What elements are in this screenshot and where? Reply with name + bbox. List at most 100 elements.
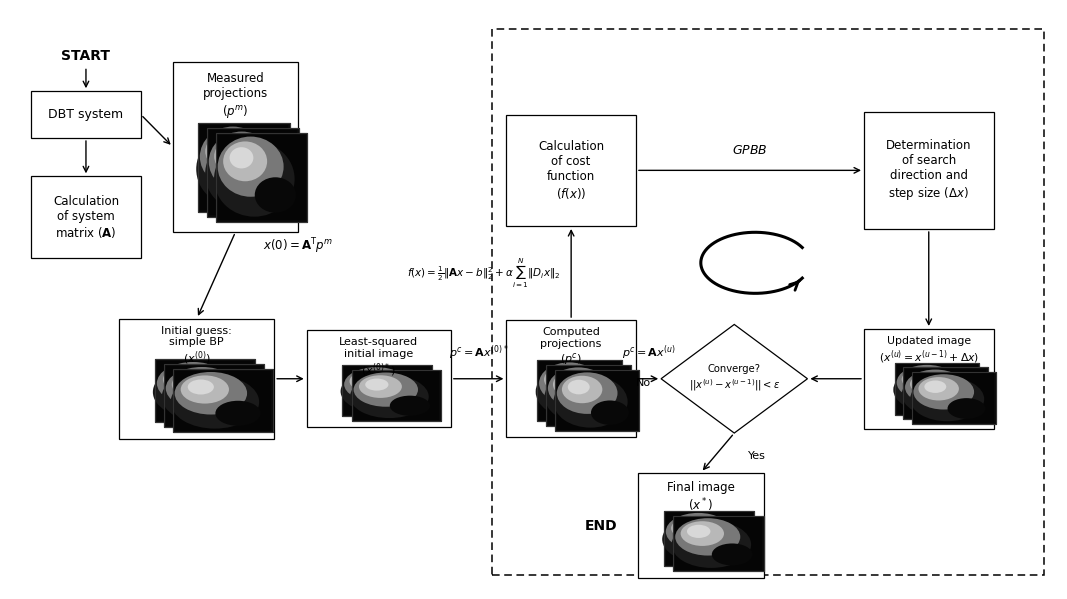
FancyBboxPatch shape — [546, 365, 631, 426]
Ellipse shape — [389, 396, 430, 416]
Ellipse shape — [197, 391, 243, 416]
Text: $f(x) = \frac{1}{2}\|\mathbf{A}x - b\|_2^2 + \alpha\sum_{i=1}^{N}\|D_i x\|_2$: $f(x) = \frac{1}{2}\|\mathbf{A}x - b\|_2… — [408, 256, 560, 290]
FancyBboxPatch shape — [173, 370, 273, 432]
Text: Initial guess:
simple BP
($x^{(0)}$): Initial guess: simple BP ($x^{(0)}$) — [161, 326, 233, 367]
Ellipse shape — [939, 394, 977, 414]
Ellipse shape — [544, 371, 619, 423]
FancyBboxPatch shape — [31, 176, 141, 258]
FancyBboxPatch shape — [538, 360, 622, 421]
Text: $p^c = \mathbf{A}x^{(0)*}$: $p^c = \mathbf{A}x^{(0)*}$ — [449, 344, 509, 362]
Ellipse shape — [553, 371, 593, 398]
Ellipse shape — [218, 137, 284, 196]
Ellipse shape — [350, 375, 429, 418]
Ellipse shape — [205, 137, 286, 211]
Ellipse shape — [902, 368, 942, 391]
Ellipse shape — [573, 391, 611, 415]
Ellipse shape — [550, 370, 572, 385]
Ellipse shape — [245, 173, 287, 208]
Ellipse shape — [919, 377, 959, 401]
FancyBboxPatch shape — [864, 329, 993, 429]
Ellipse shape — [171, 376, 259, 429]
FancyBboxPatch shape — [539, 361, 620, 420]
Ellipse shape — [678, 519, 701, 533]
Ellipse shape — [365, 379, 388, 391]
Text: $x(0) = \mathbf{A}^\mathrm{T}p^m$: $x(0) = \mathbf{A}^\mathrm{T}p^m$ — [262, 237, 334, 256]
Text: Calculation
of system
matrix ($\mathbf{A}$): Calculation of system matrix ($\mathbf{A… — [53, 195, 120, 240]
Ellipse shape — [157, 362, 229, 404]
Ellipse shape — [223, 141, 267, 181]
Ellipse shape — [165, 367, 238, 410]
Ellipse shape — [355, 373, 379, 385]
Ellipse shape — [666, 513, 731, 550]
Ellipse shape — [172, 370, 220, 398]
Ellipse shape — [353, 373, 418, 407]
FancyBboxPatch shape — [163, 364, 265, 427]
Ellipse shape — [583, 395, 620, 420]
Ellipse shape — [207, 396, 252, 421]
Ellipse shape — [359, 375, 402, 398]
Ellipse shape — [175, 372, 248, 415]
FancyBboxPatch shape — [904, 367, 988, 419]
Ellipse shape — [915, 376, 938, 388]
FancyBboxPatch shape — [200, 125, 288, 210]
Ellipse shape — [559, 375, 580, 389]
FancyBboxPatch shape — [216, 133, 307, 222]
Ellipse shape — [170, 370, 196, 385]
Ellipse shape — [671, 516, 715, 541]
Ellipse shape — [924, 380, 946, 393]
FancyBboxPatch shape — [555, 370, 639, 431]
Text: DBT system: DBT system — [48, 108, 124, 121]
Ellipse shape — [591, 401, 628, 425]
Ellipse shape — [209, 132, 274, 192]
FancyBboxPatch shape — [913, 373, 994, 423]
Ellipse shape — [221, 142, 244, 164]
Ellipse shape — [180, 376, 229, 404]
Text: Computed
projections
($p^c$): Computed projections ($p^c$) — [541, 327, 602, 367]
Ellipse shape — [548, 367, 608, 409]
FancyBboxPatch shape — [507, 114, 636, 226]
Ellipse shape — [179, 374, 205, 389]
Ellipse shape — [896, 365, 957, 400]
FancyBboxPatch shape — [666, 512, 752, 564]
Ellipse shape — [930, 389, 969, 410]
Ellipse shape — [536, 366, 610, 418]
Ellipse shape — [153, 365, 241, 419]
FancyBboxPatch shape — [557, 371, 638, 429]
Ellipse shape — [947, 398, 986, 419]
FancyBboxPatch shape — [353, 371, 440, 420]
FancyBboxPatch shape — [157, 361, 254, 421]
FancyBboxPatch shape — [175, 371, 271, 431]
Ellipse shape — [214, 141, 294, 217]
Ellipse shape — [712, 543, 752, 565]
FancyBboxPatch shape — [198, 123, 289, 211]
Text: No: No — [636, 379, 651, 388]
Text: $p^c = \mathbf{A}x^{(u)}$: $p^c = \mathbf{A}x^{(u)}$ — [622, 344, 675, 362]
Ellipse shape — [554, 376, 627, 428]
FancyBboxPatch shape — [155, 359, 255, 422]
Ellipse shape — [229, 147, 253, 168]
Ellipse shape — [214, 137, 258, 176]
FancyBboxPatch shape — [207, 128, 299, 217]
Ellipse shape — [902, 373, 976, 416]
Ellipse shape — [216, 401, 260, 426]
Ellipse shape — [893, 368, 968, 412]
FancyBboxPatch shape — [173, 62, 298, 232]
Text: Calculation
of cost
function
($f(x)$): Calculation of cost function ($f(x)$) — [538, 140, 604, 201]
Ellipse shape — [913, 374, 974, 410]
Ellipse shape — [188, 380, 213, 395]
Ellipse shape — [562, 376, 603, 403]
Ellipse shape — [211, 137, 236, 159]
Ellipse shape — [162, 370, 251, 423]
Text: START: START — [62, 49, 111, 63]
FancyBboxPatch shape — [507, 320, 636, 437]
Text: Measured
projections
($p^m$): Measured projections ($p^m$) — [203, 72, 268, 120]
FancyBboxPatch shape — [165, 366, 262, 426]
Ellipse shape — [163, 365, 211, 394]
FancyBboxPatch shape — [675, 517, 762, 570]
Ellipse shape — [568, 380, 590, 394]
FancyBboxPatch shape — [638, 473, 764, 579]
FancyBboxPatch shape — [209, 130, 297, 215]
Text: Least-squared
initial image
($x^{(0)*}$): Least-squared initial image ($x^{(0)*}$) — [339, 337, 418, 379]
FancyBboxPatch shape — [343, 365, 432, 416]
Polygon shape — [662, 325, 808, 433]
